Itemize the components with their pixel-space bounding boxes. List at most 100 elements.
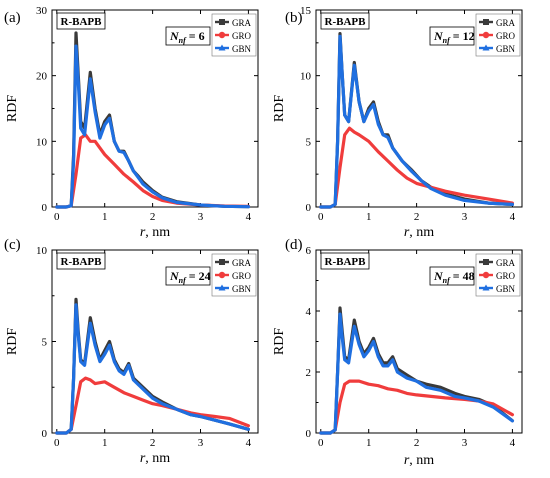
tag-box [320,12,370,30]
panel-letter: (c) [4,237,21,253]
legend-label-gbn: GBN [232,44,252,54]
nnf-label: Nnf = 48 [433,269,475,285]
legend-marker-triangle [218,284,226,291]
x-tick-label: 2 [150,211,156,223]
x-tick-label: 3 [198,211,204,223]
legend-label-gro: GRO [232,31,252,41]
legend-marker-triangle [482,284,490,291]
legend-label-gro: GRO [232,271,252,281]
x-tick-label: 4 [246,211,252,223]
nnf-label: Nnf = 24 [169,269,211,285]
legend-label-gbn: GBN [496,284,516,294]
panel-b: 0 1 2 3 4 0 5 10 15 RDF r, nm (b) R-BAPB Nnf = 12 GRA G… [272,5,523,240]
legend-marker-circle [218,31,226,39]
y-tick-label: 6 [306,245,312,257]
x-axis-title: r, nm [140,451,170,466]
y-tick-label: 15 [300,5,312,17]
y-tick-label: 30 [36,5,48,17]
legend-label-gra: GRA [232,18,252,28]
y-tick-label: 0 [306,202,312,214]
y-axis-title: RDF [272,95,287,122]
tag-label: R-BAPB [61,256,103,268]
panel-letter: (b) [285,10,303,26]
tag-box [56,12,106,30]
legend-label-gbn: GBN [496,44,516,54]
x-tick-label: 3 [198,437,204,449]
y-axis-title: RDF [5,95,20,122]
panel-d: 0 1 2 3 4 0 2 4 6 RDF r, nm (d) R-BAPB Nnf = 48 GRA GRO… [272,237,523,468]
legend-marker-square [483,259,489,265]
legend-marker-square [219,19,225,25]
x-tick-label: 3 [462,437,468,449]
x-tick-label: 1 [366,437,372,449]
legend-marker-circle [218,271,226,279]
y-tick-label: 10 [300,71,312,83]
y-tick-label: 0 [42,202,48,214]
legend-marker-triangle [482,44,490,51]
legend-marker-triangle [218,44,226,51]
series-gbn [319,34,514,209]
legend-label-gro: GRO [496,271,516,281]
panel-letter: (d) [285,237,303,253]
y-tick-label: 0 [42,428,48,440]
panel-c: 0 1 2 3 4 0 5 10 RDF r, nm (c) R-BAPB Nnf = 24 GRA GRO… [4,237,259,466]
series-gbn [55,303,250,435]
series-gro [319,379,514,435]
legend-marker-circle [482,271,490,279]
x-tick-label: 4 [510,211,516,223]
nnf-box [429,26,475,46]
y-tick-label: 10 [36,245,48,257]
nnf-box [165,26,211,46]
x-axis-title: r, nm [404,453,434,468]
legend-label-gra: GRA [496,18,516,28]
series-gbn [55,44,250,209]
panel-letter: (a) [4,10,21,26]
y-tick-label: 2 [306,367,312,379]
series-gbn [319,312,514,435]
y-axis-title: RDF [272,328,287,355]
x-tick-label: 2 [414,437,420,449]
legend-marker-circle [482,31,490,39]
legend-label-gra: GRA [232,258,252,268]
x-axis-title: r, nm [140,225,170,240]
nnf-label: Nnf = 12 [433,29,475,45]
x-axis-title: r, nm [404,225,434,240]
y-tick-label: 5 [42,337,48,349]
y-tick-label: 10 [36,136,48,148]
nnf-box [165,266,211,286]
x-tick-label: 1 [366,211,372,223]
x-tick-label: 1 [102,437,108,449]
y-tick-label: 0 [306,428,312,440]
x-tick-label: 0 [54,437,60,449]
x-tick-label: 0 [318,211,324,223]
tag-box [56,252,106,270]
tag-label: R-BAPB [325,256,367,268]
nnf-box [429,266,475,286]
tag-label: R-BAPB [61,16,103,28]
legend-marker-square [483,19,489,25]
series-gro [55,133,250,209]
tag-box [320,252,370,270]
x-tick-label: 4 [246,437,252,449]
y-tick-label: 20 [36,71,48,83]
series-gra [319,306,514,435]
x-tick-label: 0 [54,211,60,223]
series-gro [319,126,514,209]
legend-marker-square [219,259,225,265]
x-tick-label: 2 [414,211,420,223]
panel-a: 0 1 2 3 4 0 10 20 30 RDF r, nm (a) R-BAPB Nnf = 6 GRA G… [4,5,259,240]
y-tick-label: 4 [306,306,312,318]
legend-label-gbn: GBN [232,284,252,294]
x-tick-label: 3 [462,211,468,223]
legend-label-gro: GRO [496,31,516,41]
tag-label: R-BAPB [325,16,367,28]
x-tick-label: 2 [150,437,156,449]
y-tick-label: 5 [306,136,312,148]
series-gro [55,376,250,435]
x-tick-label: 4 [510,437,516,449]
x-tick-label: 1 [102,211,108,223]
legend-label-gra: GRA [496,258,516,268]
x-tick-label: 0 [318,437,324,449]
